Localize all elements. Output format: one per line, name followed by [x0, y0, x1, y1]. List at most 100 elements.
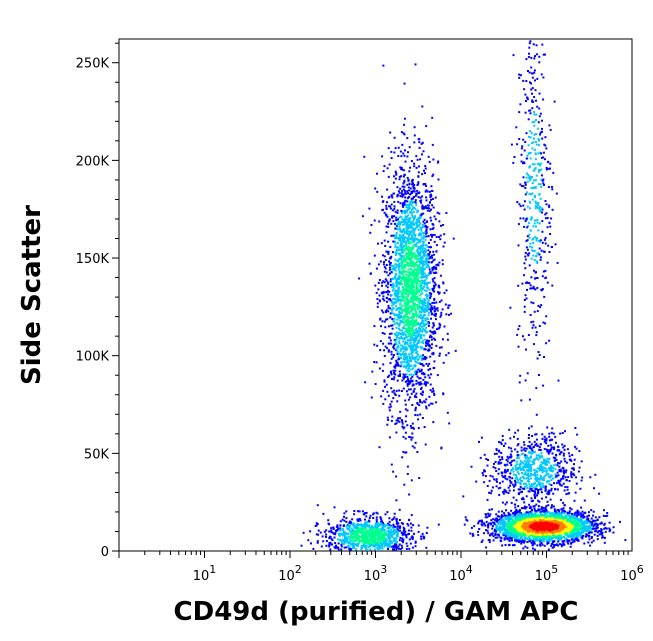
- data-point: [393, 215, 396, 218]
- data-point: [388, 268, 391, 271]
- data-point: [567, 513, 570, 516]
- data-point: [448, 422, 451, 425]
- data-point: [421, 153, 423, 156]
- data-point: [542, 540, 545, 543]
- data-point: [433, 305, 436, 308]
- data-point: [566, 511, 569, 514]
- data-point: [422, 272, 425, 275]
- data-point: [399, 223, 402, 226]
- data-point: [397, 323, 400, 326]
- data-point: [492, 539, 495, 542]
- data-point: [408, 373, 411, 376]
- data-point: [532, 517, 535, 520]
- data-point: [415, 298, 418, 301]
- data-point: [418, 383, 421, 386]
- data-point: [428, 362, 431, 365]
- data-point: [509, 534, 512, 537]
- data-point: [378, 279, 381, 281]
- data-point: [555, 515, 558, 517]
- data-point: [428, 190, 431, 193]
- data-point: [407, 178, 410, 181]
- data-point: [381, 281, 384, 284]
- data-point: [391, 304, 394, 307]
- data-point: [526, 516, 529, 519]
- data-point: [553, 516, 556, 519]
- data-point: [431, 254, 433, 257]
- data-point: [422, 207, 425, 210]
- data-point: [401, 422, 404, 425]
- data-point: [389, 266, 391, 269]
- data-point: [559, 535, 562, 538]
- data-point: [421, 319, 424, 322]
- data-point: [390, 357, 393, 360]
- data-point: [419, 363, 422, 365]
- data-point: [540, 508, 543, 511]
- data-point: [418, 251, 421, 254]
- data-point: [381, 332, 384, 334]
- data-point: [422, 309, 425, 311]
- data-point: [382, 295, 385, 298]
- data-point: [410, 197, 413, 200]
- data-point: [407, 295, 410, 298]
- data-point: [573, 540, 576, 543]
- data-point: [497, 510, 500, 513]
- data-point: [384, 245, 387, 247]
- data-point: [430, 338, 433, 341]
- data-point: [402, 202, 405, 204]
- data-point: [406, 308, 409, 311]
- data-point: [506, 522, 509, 525]
- data-point: [394, 289, 397, 292]
- data-point: [395, 326, 398, 329]
- data-point: [519, 539, 522, 542]
- data-point: [418, 257, 421, 260]
- data-point: [410, 234, 413, 237]
- data-point: [410, 271, 413, 274]
- data-point: [410, 204, 413, 207]
- data-point: [418, 339, 421, 342]
- data-point: [403, 249, 406, 252]
- data-point: [431, 204, 434, 207]
- data-point: [442, 361, 445, 364]
- data-point: [427, 249, 430, 252]
- data-point: [560, 516, 563, 519]
- data-point: [413, 278, 416, 281]
- data-point: [522, 532, 525, 535]
- data-point: [363, 155, 366, 158]
- data-point: [434, 196, 437, 199]
- data-point: [612, 526, 615, 529]
- data-point: [409, 187, 412, 190]
- data-point: [405, 309, 408, 312]
- data-point: [430, 208, 432, 211]
- data-point: [379, 317, 382, 320]
- data-point: [411, 384, 414, 387]
- data-point: [575, 535, 578, 538]
- data-point: [515, 509, 518, 512]
- data-point: [418, 265, 421, 268]
- data-point: [394, 423, 397, 425]
- data-point: [545, 534, 548, 537]
- data-point: [415, 323, 418, 326]
- data-point: [584, 511, 587, 514]
- data-point: [511, 532, 514, 534]
- data-point: [416, 296, 418, 298]
- data-point: [396, 193, 399, 196]
- data-point: [399, 417, 401, 420]
- data-point: [440, 446, 443, 449]
- data-point: [422, 320, 425, 323]
- data-point: [485, 520, 488, 523]
- data-point: [393, 317, 396, 320]
- data-point: [429, 271, 432, 274]
- data-point: [391, 215, 393, 218]
- data-point: [420, 386, 423, 389]
- data-point: [490, 508, 493, 511]
- data-point: [481, 539, 484, 542]
- data-point: [401, 243, 404, 245]
- data-point: [388, 263, 391, 266]
- data-point: [420, 368, 423, 371]
- data-point: [507, 511, 510, 514]
- data-point: [414, 227, 417, 230]
- data-point: [504, 522, 507, 525]
- data-point: [395, 431, 398, 434]
- data-point: [420, 289, 423, 292]
- data-point: [550, 524, 553, 527]
